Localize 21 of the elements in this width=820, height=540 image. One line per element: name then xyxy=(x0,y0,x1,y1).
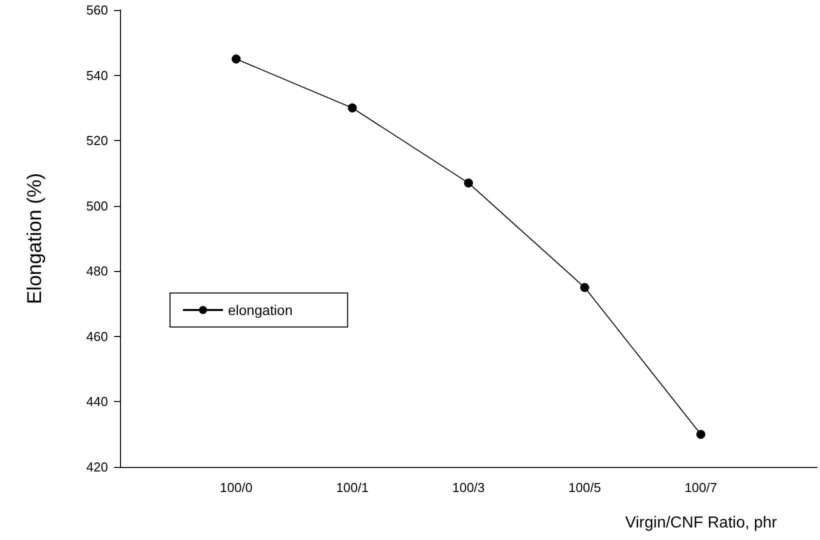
x-tick-label: 100/1 xyxy=(336,480,369,495)
y-tick-label: 440 xyxy=(86,394,108,410)
y-tick-label: 480 xyxy=(86,264,108,279)
y-axis-title: Elongation (%) xyxy=(24,172,46,304)
y-tick-label: 460 xyxy=(86,328,108,344)
x-tick-label: 100/0 xyxy=(220,480,252,495)
y-tick-label: 560 xyxy=(86,2,108,18)
y-tick-label: 540 xyxy=(86,68,108,83)
point xyxy=(348,103,357,112)
y-tick-label: 520 xyxy=(86,133,108,148)
y-tick-label: 500 xyxy=(86,198,108,214)
point xyxy=(464,178,473,188)
x-tick-label: 100/5 xyxy=(568,480,601,495)
point xyxy=(696,430,706,439)
x-axis-title: Virgin/CNF Ratio, phr xyxy=(625,514,778,532)
point xyxy=(580,282,590,292)
y-tick-label: 420 xyxy=(86,460,108,474)
legend-label: elongation xyxy=(228,302,293,318)
x-tick-label: 100/7 xyxy=(684,480,718,495)
point xyxy=(232,54,241,64)
x-tick-label: 100/3 xyxy=(452,480,485,495)
